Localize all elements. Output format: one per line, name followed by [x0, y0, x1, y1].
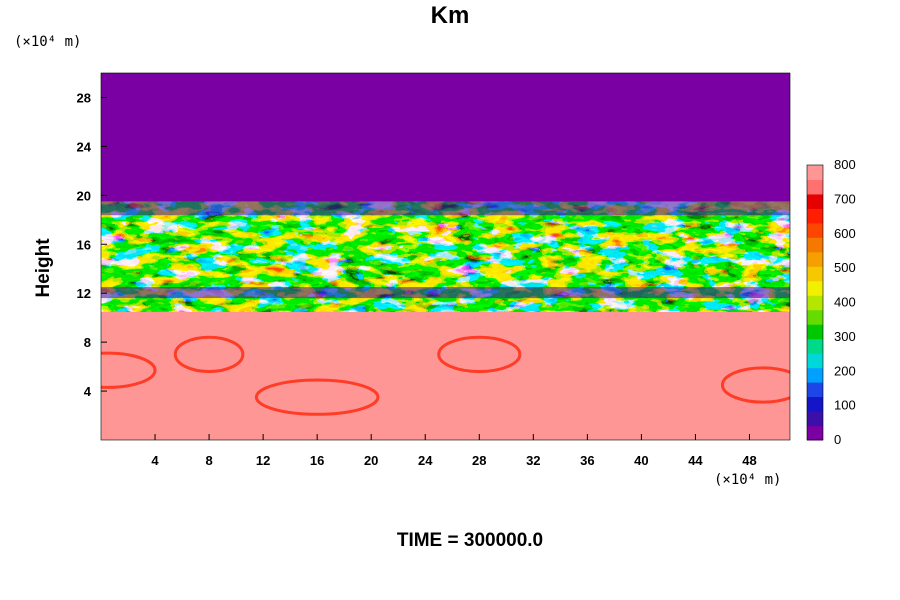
- y-tick-label: 4: [84, 384, 92, 399]
- colorbar-segment: [807, 208, 823, 224]
- y-tick-label: 8: [84, 335, 91, 350]
- colorbar-tick-label: 600: [834, 226, 856, 241]
- time-label: TIME = 300000.0: [396, 530, 544, 551]
- colorbar-segment: [807, 165, 823, 180]
- colorbar-segment: [807, 396, 823, 412]
- x-tick-label: 36: [580, 453, 594, 468]
- colorbar-segment: [807, 309, 823, 325]
- x-tick-label: 20: [364, 453, 378, 468]
- colorbar-segment: [807, 425, 823, 441]
- colorbar-segment: [807, 367, 823, 383]
- colorbar-tick-label: 200: [834, 363, 856, 378]
- low-km-band-1: [101, 287, 790, 299]
- colorbar-segment: [807, 411, 823, 427]
- y-tick-label: 12: [77, 286, 91, 301]
- x-tick-label: 12: [256, 453, 270, 468]
- warm-streak-4: [720, 366, 790, 404]
- colorbar-tick-label: 400: [834, 295, 856, 310]
- colorbar-tick-label: 300: [834, 329, 856, 344]
- warm-streak-2: [254, 378, 380, 416]
- colorbar-segment: [807, 193, 823, 209]
- warm-streak-3: [437, 335, 522, 373]
- colorbar-segment: [807, 280, 823, 296]
- y-tick-label: 16: [77, 237, 91, 252]
- x-tick-label: 32: [526, 453, 540, 468]
- y-axis-unit: (×10⁴ m): [14, 34, 82, 50]
- colorbar-segment: [807, 324, 823, 340]
- warm-streak-0: [101, 351, 157, 389]
- colorbar-frame: [806, 164, 824, 441]
- colorbar-segment: [807, 338, 823, 354]
- x-tick-label: 8: [205, 453, 212, 468]
- colorbar-tick-label: 500: [834, 260, 856, 275]
- x-tick-label: 48: [742, 453, 756, 468]
- y-tick-label: 28: [77, 90, 91, 105]
- colorbar-segment: [807, 295, 823, 311]
- x-tick-label: 4: [151, 453, 159, 468]
- colorbar-tick-label: 800: [834, 157, 856, 172]
- x-tick-label: 44: [688, 453, 703, 468]
- colorbar-segment: [807, 222, 823, 238]
- x-axis-unit: (×10⁴ m): [714, 472, 782, 488]
- low-km-band-0: [101, 201, 790, 216]
- x-tick-label: 16: [310, 453, 324, 468]
- colorbar-segment: [807, 353, 823, 369]
- colorbar-segment: [807, 237, 823, 253]
- x-tick-label: 24: [418, 453, 433, 468]
- warm-streak-1: [173, 335, 245, 373]
- colorbar-segment: [807, 266, 823, 282]
- colorbar-segment: [807, 382, 823, 398]
- plot-frame: [100, 72, 791, 441]
- colorbar-tick-label: 100: [834, 398, 856, 413]
- colorbar-segment: [807, 251, 823, 267]
- x-tick-label: 28: [472, 453, 486, 468]
- y-tick-label: 20: [77, 188, 91, 203]
- x-tick-label: 40: [634, 453, 648, 468]
- upper-layer-region: [101, 73, 790, 202]
- colorbar-segment: [807, 179, 823, 195]
- colorbar-tick-label: 0: [834, 432, 841, 447]
- y-tick-label: 24: [77, 139, 92, 154]
- chart-title: Km: [430, 2, 470, 29]
- colorbar-tick-label: 700: [834, 191, 856, 206]
